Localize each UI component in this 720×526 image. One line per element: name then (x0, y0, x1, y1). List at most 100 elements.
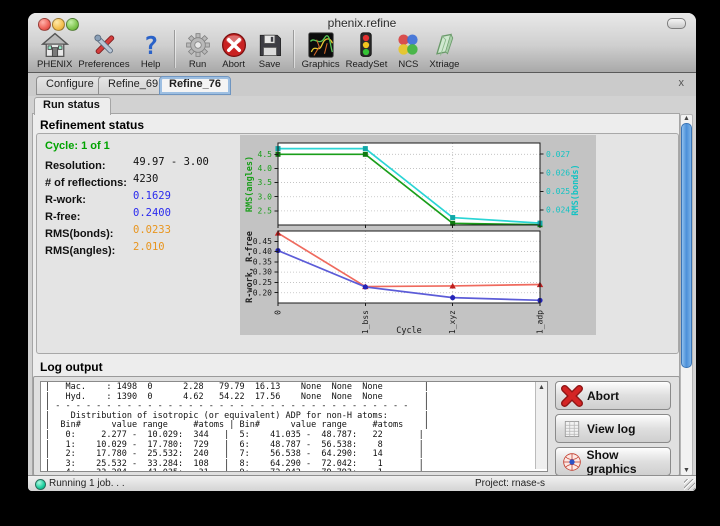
toolbar-toggle-button[interactable] (667, 18, 686, 29)
stat-label: Resolution: (45, 160, 106, 172)
stat-label: RMS(angles): (45, 245, 116, 257)
scroll-up-icon[interactable]: ▲ (683, 115, 690, 122)
svg-text:RMS(bonds): RMS(bonds) (571, 164, 581, 215)
toolbar-label: Run (188, 59, 207, 70)
gear-icon (183, 30, 213, 60)
svg-text:0.024: 0.024 (546, 206, 570, 215)
stat-label: RMS(bonds): (45, 228, 114, 240)
tab-run-status[interactable]: Run status (34, 97, 111, 115)
toolbar-label: Help (140, 59, 161, 70)
toolbar-label: Xtriage (429, 59, 460, 70)
stat-value: 4230 (133, 173, 159, 185)
toolbar-button-xtriage[interactable]: Xtriage (429, 30, 459, 70)
minimize-window-button[interactable] (52, 18, 65, 31)
log-text: | Mac. : 1498 0 2.28 79.79 16.13 None No… (45, 382, 429, 471)
stat-value: 0.1629 (133, 190, 171, 202)
toolbar-button-run[interactable]: Run (183, 30, 213, 70)
close-tab-icon[interactable]: x (678, 77, 685, 89)
svg-text:4.5: 4.5 (258, 150, 273, 159)
svg-text:0.30: 0.30 (253, 268, 272, 277)
toolbar-button-abort[interactable]: Abort (219, 30, 249, 70)
toolbar-button-preferences[interactable]: Preferences (78, 30, 130, 70)
stat-value: 0.2400 (133, 207, 171, 219)
view-log-button-label: View log (587, 421, 636, 436)
zoom-window-button[interactable] (66, 18, 79, 31)
stat-label: R-work: (45, 194, 86, 206)
traffic-light-icon (351, 30, 381, 60)
svg-text:0.45: 0.45 (253, 237, 272, 246)
log-output-box: | Mac. : 1498 0 2.28 79.79 16.13 None No… (33, 376, 680, 476)
molecule-icon (393, 30, 423, 60)
tools-icon (89, 30, 119, 60)
toolbar: PHENIX Preferences ? Help Run (34, 30, 462, 72)
status-bar: Running 1 job. . . Project: rnase-s (28, 475, 696, 491)
toolbar-button-help[interactable]: ? Help (136, 30, 166, 70)
toolbar-separator (173, 30, 175, 68)
question-icon: ? (136, 30, 166, 60)
toolbar-button-phenix[interactable]: PHENIX (37, 30, 72, 70)
status-text: Running 1 job. . . (49, 477, 125, 489)
svg-text:0.25: 0.25 (253, 278, 272, 287)
scrollbar-thumb[interactable] (681, 123, 692, 368)
svg-text:1_adp: 1_adp (536, 310, 545, 334)
stat-label: R-free: (45, 211, 81, 223)
view-log-button[interactable]: View log (555, 414, 671, 443)
toolbar-label: ReadySet (345, 59, 388, 70)
home-icon (40, 30, 70, 60)
refinement-status-heading: Refinement status (40, 118, 145, 132)
svg-text:3.5: 3.5 (258, 178, 273, 187)
show-graphics-button[interactable]: Show graphics (555, 447, 671, 476)
crystal-icon (429, 30, 459, 60)
log-document-icon (561, 418, 583, 440)
svg-text:0.025: 0.025 (546, 187, 570, 196)
svg-text:0.027: 0.027 (546, 150, 570, 159)
svg-text:0.20: 0.20 (253, 288, 272, 297)
density-map-icon (306, 30, 336, 60)
scroll-down-icon[interactable]: ▼ (683, 467, 690, 474)
stat-value: 2.010 (133, 241, 165, 253)
content-scrollbar[interactable]: ▲ ▼ (680, 114, 693, 476)
toolbar-label: Preferences (78, 59, 130, 70)
svg-text:0.026: 0.026 (546, 168, 570, 177)
toolbar-label: Graphics (301, 59, 340, 70)
resize-grip[interactable] (684, 479, 695, 490)
toolbar-button-ncs[interactable]: NCS (393, 30, 423, 70)
floppy-icon (255, 30, 285, 60)
project-label: Project: rnase-s (475, 477, 546, 489)
toolbar-separator (292, 30, 294, 68)
svg-text:RMS(angles): RMS(angles) (245, 156, 255, 212)
abort-button-label: Abort (587, 388, 619, 403)
toolbar-button-save[interactable]: Save (255, 30, 285, 70)
svg-text:0.40: 0.40 (253, 247, 272, 256)
svg-text:0.35: 0.35 (253, 257, 272, 266)
window-chrome: phenix.refine PHENIX Preferences ? Help (28, 13, 696, 73)
svg-text:3.0: 3.0 (258, 192, 273, 201)
svg-text:?: ? (143, 31, 158, 59)
stat-value: 49.97 - 3.00 (133, 156, 209, 168)
tab-refine-69[interactable]: Refine_69 (98, 76, 169, 95)
stat-label: # of reflections: (45, 177, 127, 189)
svg-text:0: 0 (274, 310, 283, 315)
stat-value: 0.0233 (133, 224, 171, 236)
svg-text:4.0: 4.0 (258, 164, 273, 173)
svg-text:2.5: 2.5 (258, 206, 273, 215)
log-text-area[interactable]: | Mac. : 1498 0 2.28 79.79 16.13 None No… (40, 381, 548, 472)
svg-text:Cycle: Cycle (396, 326, 422, 335)
log-output-heading: Log output (40, 360, 103, 374)
toolbar-label: Abort (222, 59, 245, 70)
toolbar-button-readyset[interactable]: ReadySet (345, 30, 388, 70)
refinement-chart: 2.5 3.0 3.5 4.0 4.5 RMS(angles) 0.024 0.025 0.02… (240, 135, 596, 336)
abort-x-icon (561, 384, 583, 407)
scroll-up-icon[interactable]: ▲ (538, 384, 545, 391)
log-scrollbar[interactable]: ▲ (535, 382, 547, 469)
toolbar-label: NCS (398, 59, 419, 70)
tab-configure[interactable]: Configure (36, 76, 104, 95)
graphics-sphere-icon (561, 451, 583, 473)
toolbar-button-graphics[interactable]: Graphics (302, 30, 340, 70)
svg-text:R-work, R-free: R-work, R-free (245, 231, 255, 303)
show-graphics-button-label: Show graphics (586, 447, 637, 476)
close-window-button[interactable] (38, 18, 51, 31)
tab-refine-76[interactable]: Refine_76 (159, 76, 231, 95)
abort-button[interactable]: Abort (555, 381, 671, 410)
